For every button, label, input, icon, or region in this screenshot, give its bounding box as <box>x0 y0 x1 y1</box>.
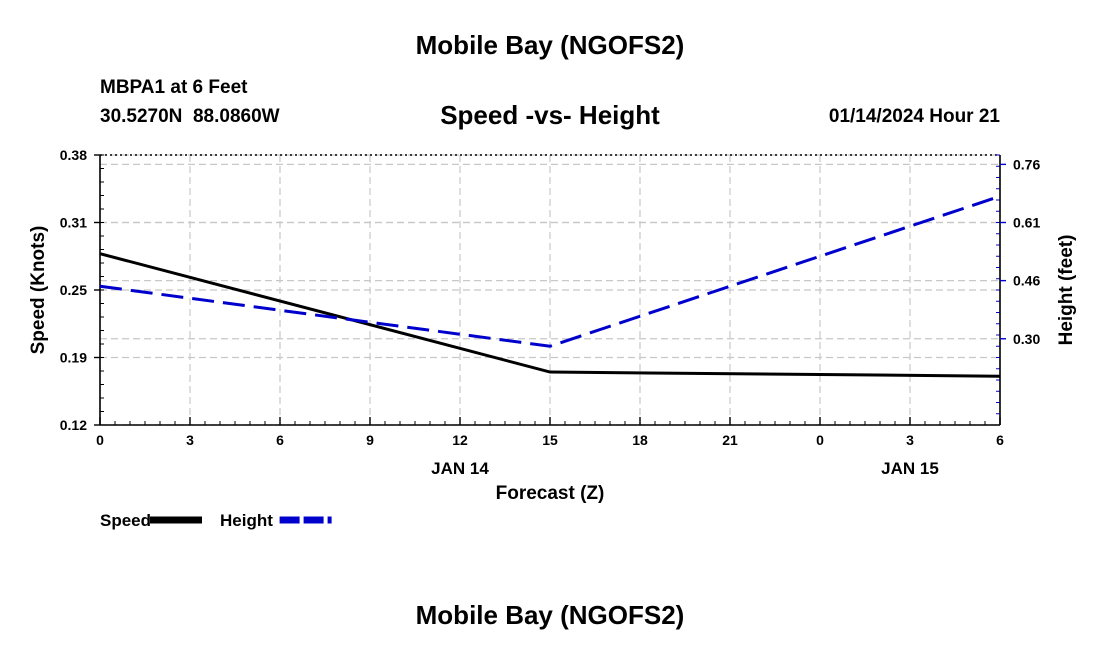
x-tick-label: 21 <box>722 432 738 448</box>
x-tick-label: 6 <box>276 432 284 448</box>
x-tick-label: 12 <box>452 432 468 448</box>
chart-title: Speed -vs- Height <box>440 100 660 130</box>
y-right-tick-label: 0.46 <box>1013 273 1040 289</box>
footer-title-text: Mobile Bay (NGOFS2) <box>415 600 685 630</box>
y-right-tick-label: 0.61 <box>1013 215 1040 231</box>
timestamp: 01/14/2024 Hour 21 <box>828 106 1000 127</box>
x-tick-label: 9 <box>366 432 374 448</box>
y-left-tick-label: 0.31 <box>60 215 87 231</box>
x-date-label: JAN 15 <box>881 459 939 478</box>
series-line-height <box>99 194 1001 348</box>
y-left-axis-label: Speed (Knots) <box>28 226 49 355</box>
x-axis-label: Forecast (Z) <box>495 483 605 504</box>
x-tick-label: 3 <box>906 432 914 448</box>
x-tick-label: 6 <box>996 432 1004 448</box>
y-right-tick-label: 0.76 <box>1013 156 1040 172</box>
y-right-tick-label: 0.30 <box>1013 331 1040 347</box>
x-tick-label: 15 <box>542 432 558 448</box>
x-date-label: JAN 14 <box>431 459 489 478</box>
legend-label-height: Height <box>220 511 273 530</box>
station-name: MBPA1 at 6 Feet <box>100 77 248 98</box>
y-left-tick-label: 0.12 <box>60 417 87 433</box>
y-left-tick-label: 0.38 <box>60 147 87 163</box>
series-line-speed <box>99 252 1001 378</box>
x-tick-label: 18 <box>632 432 648 448</box>
x-tick-label: 0 <box>816 432 824 448</box>
y-right-axis-label: Height (feet) <box>1056 235 1077 346</box>
x-tick-label: 0 <box>96 432 104 448</box>
x-tick-label: 3 <box>186 432 194 448</box>
station-coords: 30.5270N 88.0860W <box>100 106 280 127</box>
page-title: Mobile Bay (NGOFS2) <box>415 30 685 60</box>
y-left-tick-label: 0.19 <box>60 350 87 366</box>
legend-label-speed: Speed <box>100 511 151 530</box>
y-left-tick-label: 0.25 <box>60 282 87 298</box>
